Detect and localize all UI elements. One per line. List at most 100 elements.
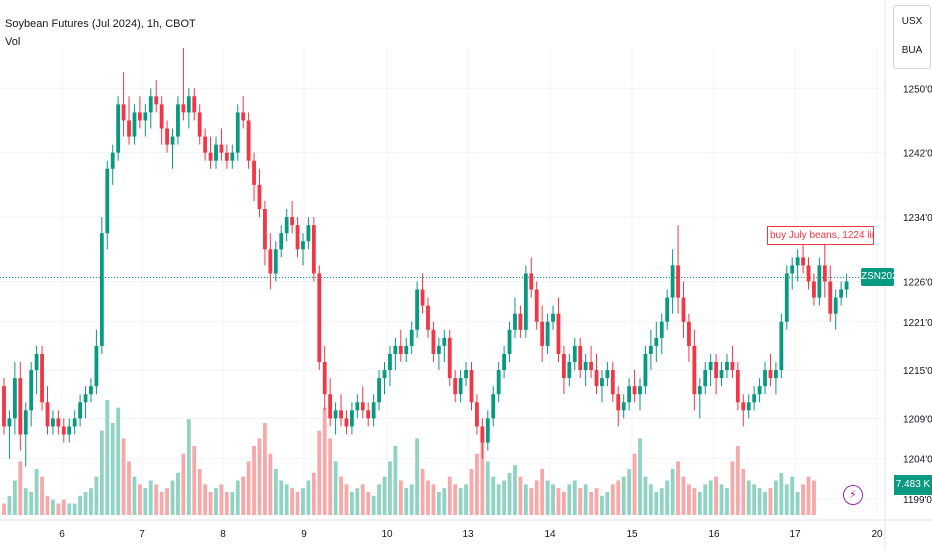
candle-body [143, 112, 148, 121]
candle-body [784, 273, 789, 322]
x-tick-label: 16 [708, 529, 720, 540]
candle-body [768, 370, 773, 379]
volume-bar [697, 492, 702, 515]
candle-body [78, 402, 83, 419]
volume-bar [252, 446, 256, 515]
volume-bar [78, 495, 83, 515]
candle-body [621, 402, 626, 411]
candle-body [99, 233, 104, 346]
volume-bar [714, 476, 719, 515]
candle-body [2, 386, 6, 427]
price-axis-unit-box[interactable]: USX BUA [893, 5, 931, 69]
candle-body [51, 418, 55, 427]
x-tick-label: 10 [381, 529, 393, 540]
volume-bar [561, 492, 566, 515]
candle-body [56, 418, 61, 427]
volume-bar [382, 476, 387, 515]
volume-bar [752, 484, 757, 515]
volume-bar [371, 495, 376, 515]
candle-body [214, 144, 218, 161]
candle-body [7, 418, 12, 427]
candle-body [371, 402, 376, 419]
trade-note[interactable]: buy July beans, 1224 limit, 11.99 s [767, 226, 874, 245]
x-tick-label: 20 [871, 529, 883, 540]
volume-bar [241, 476, 246, 515]
volume-bar [795, 492, 800, 515]
volume-bar [578, 488, 583, 515]
candle-body [301, 241, 305, 250]
y-tick-label: 1204'0 [903, 455, 932, 466]
candle-body [415, 289, 420, 330]
candle-body [349, 410, 354, 427]
volume-bar [453, 484, 458, 515]
last-price-tag: ZSN2024 [861, 268, 903, 286]
candle-body [513, 313, 517, 330]
candle-body [197, 112, 202, 137]
candle-body [393, 345, 398, 354]
volume-bar [94, 476, 99, 515]
volume-bar [600, 495, 604, 515]
candle-body [589, 362, 593, 371]
volume-bar [676, 461, 680, 515]
candle-body [730, 362, 735, 371]
y-tick-label: 1242'0 [903, 149, 932, 160]
candle-body [719, 370, 724, 379]
volume-bar [143, 488, 148, 515]
y-tick-label: 1209'0 [903, 414, 932, 425]
volume-bar [333, 461, 338, 515]
volume-bar [99, 430, 104, 515]
volume-bar [551, 484, 555, 515]
candle-body [485, 418, 490, 443]
volume-bar [768, 488, 773, 515]
candle-body [181, 104, 186, 113]
candle-body [72, 418, 77, 427]
volume-bar [523, 484, 528, 515]
candle-body [45, 402, 50, 427]
x-tick-label: 8 [220, 529, 226, 540]
candle-body [610, 370, 615, 395]
volume-bar [670, 469, 675, 515]
chart-title: Soybean Futures (Jul 2024), 1h, CBOT [5, 18, 196, 30]
volume-bar [263, 423, 267, 515]
volume-bar [773, 480, 778, 515]
volume-bar [339, 476, 343, 515]
candle-body [241, 112, 246, 121]
volume-bar [61, 499, 66, 515]
candle-body [681, 297, 686, 322]
volume-bar [638, 438, 642, 515]
volume-bar [23, 488, 28, 515]
volume-bar [89, 488, 93, 515]
volume-bar [83, 492, 88, 515]
candle-body [763, 370, 767, 387]
alert-bolt-icon[interactable]: ⚡ [843, 485, 863, 505]
candle-body [453, 378, 458, 395]
candle-body [344, 418, 349, 427]
volume-bar [317, 430, 322, 515]
candle-body [431, 329, 436, 354]
volume-bar [589, 492, 593, 515]
candle-body [366, 410, 371, 419]
volume-bar [496, 484, 501, 515]
volume-bar [458, 488, 463, 515]
candle-body [795, 257, 800, 266]
candle-body [12, 378, 17, 419]
volume-bar [306, 480, 311, 515]
volume-bar [295, 492, 300, 515]
candle-body [773, 370, 778, 379]
x-tick-label: 15 [626, 529, 638, 540]
candle-body [34, 353, 39, 371]
candle-body [257, 184, 262, 210]
candle-body [398, 345, 403, 354]
candle-body [822, 265, 827, 282]
volume-bar [426, 480, 430, 515]
volume-bar [273, 469, 278, 515]
candle-body [148, 96, 153, 113]
volume-bar [491, 476, 496, 515]
candle-body [828, 281, 833, 314]
candle-body [67, 426, 72, 435]
candle-body [208, 152, 213, 161]
candle-body [224, 152, 229, 161]
candle-body [252, 160, 256, 185]
